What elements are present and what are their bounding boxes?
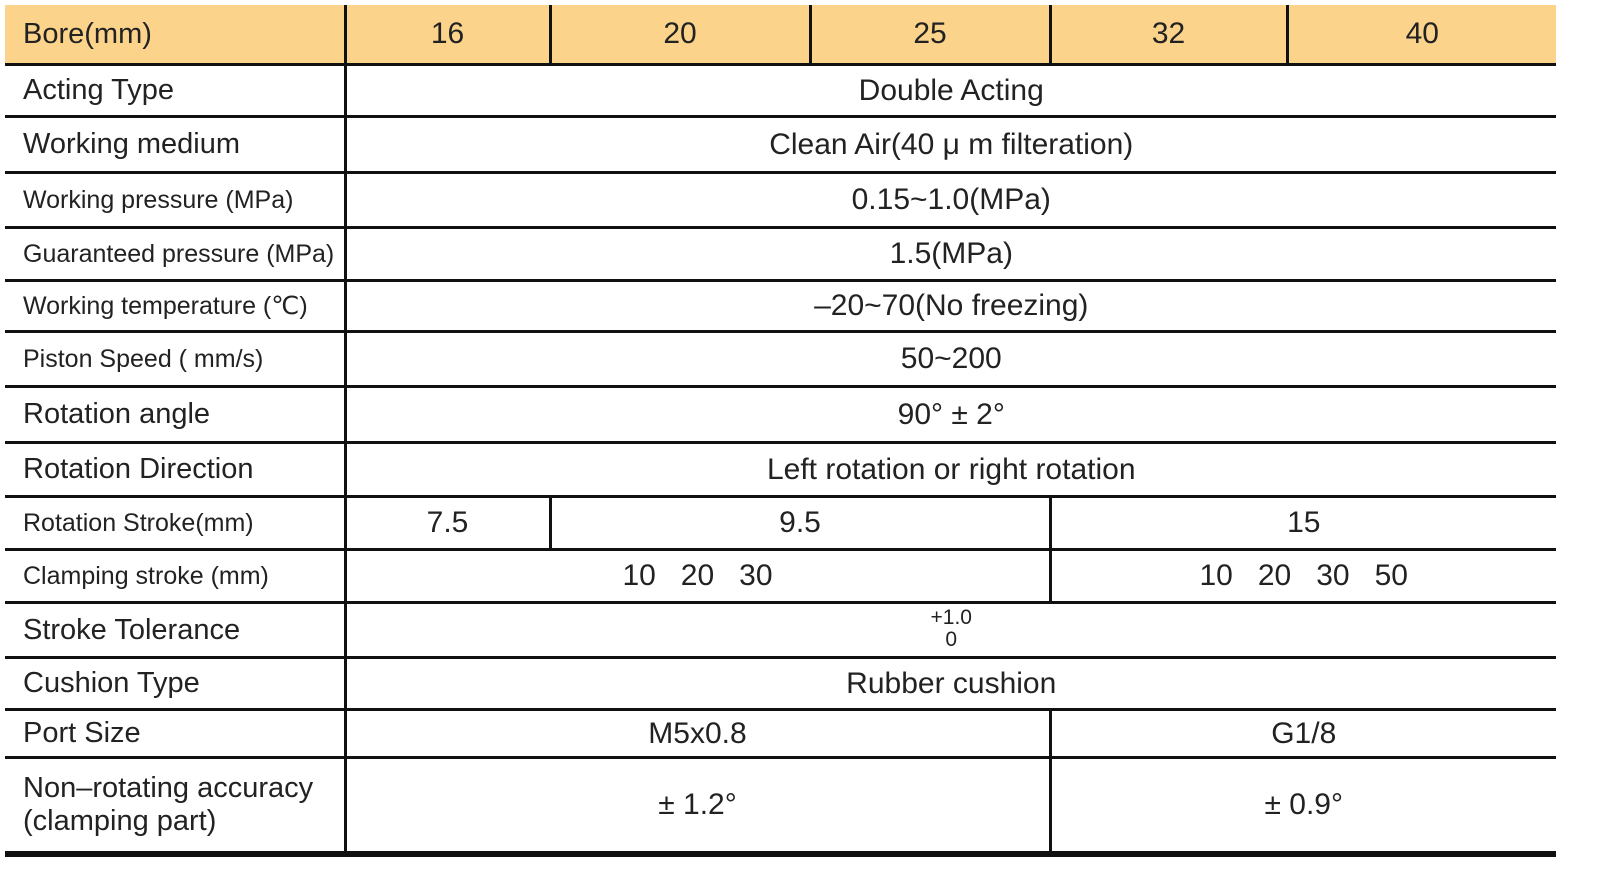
cell: Rubber cushion <box>345 656 1556 710</box>
cell: ± 1.2° <box>345 756 1050 857</box>
row: Clamping stroke (mm) 10 20 30 10 20 30 50 <box>5 548 1556 603</box>
row: Non–rotating accuracy (clamping part) ± 1.… <box>5 756 1556 857</box>
cell: 10 20 30 <box>345 548 1050 603</box>
tolerance-upper: +1.0 <box>930 605 972 629</box>
cell: –20~70(No freezing) <box>345 279 1556 332</box>
cell: 9.5 <box>548 495 1050 550</box>
row: Working temperature (℃) –20~70(No freezin… <box>5 279 1556 332</box>
row: Rotation Stroke(mm) 7.5 9.5 15 <box>5 495 1556 550</box>
row: Rotation angle 90° ± 2° <box>5 385 1556 443</box>
tolerance-lower: 0 <box>945 627 958 651</box>
cell: +1.0 0 <box>345 601 1556 658</box>
cell: 15 <box>1048 495 1556 550</box>
row-label: Rotation angle <box>5 385 347 443</box>
row: Piston Speed ( mm/s) 50~200 <box>5 330 1556 387</box>
header-label: Bore(mm) <box>5 5 345 65</box>
row-label: Port Size <box>5 708 347 758</box>
row: Rotation Direction Left rotation or right… <box>5 441 1556 497</box>
header-row: Bore(mm) 16 20 25 32 40 <box>5 5 1556 65</box>
cell: 7.5 <box>345 495 550 550</box>
cell: 90° ± 2° <box>345 385 1556 443</box>
row-label: Guaranteed pressure (MPa) <box>5 226 347 281</box>
bore: 20 <box>548 5 810 65</box>
row: Working pressure (MPa) 0.15~1.0(MPa) <box>5 171 1556 228</box>
row-label: Non–rotating accuracy (clamping part) <box>5 756 347 857</box>
row-label: Working temperature (℃) <box>5 279 347 332</box>
cell: 0.15~1.0(MPa) <box>345 171 1556 228</box>
bore: 32 <box>1048 5 1287 65</box>
bore: 40 <box>1285 5 1556 65</box>
cell: G1/8 <box>1048 708 1556 758</box>
row-label: Rotation Stroke(mm) <box>5 495 347 550</box>
tolerance: +1.0 0 <box>930 605 972 651</box>
row-label: Cushion Type <box>5 656 347 710</box>
bore: 16 <box>343 5 550 65</box>
row-label: Working medium <box>5 115 347 173</box>
row-label: Clamping stroke (mm) <box>5 548 347 603</box>
label-line: Non–rotating accuracy <box>23 771 314 804</box>
row: Working medium Clean Air(40 μ m filterati… <box>5 115 1556 173</box>
cell: M5x0.8 <box>345 708 1050 758</box>
row: Stroke Tolerance +1.0 0 <box>5 601 1556 658</box>
row-label: Stroke Tolerance <box>5 601 347 658</box>
row-label: Working pressure (MPa) <box>5 171 347 228</box>
row-label: Rotation Direction <box>5 441 347 497</box>
cell: 10 20 30 50 <box>1048 548 1556 603</box>
bore: 25 <box>808 5 1050 65</box>
row: Guaranteed pressure (MPa) 1.5(MPa) <box>5 226 1556 281</box>
cell: Double Acting <box>345 63 1556 117</box>
cell: ± 0.9° <box>1048 756 1556 857</box>
row-label: Piston Speed ( mm/s) <box>5 330 347 387</box>
cell: 1.5(MPa) <box>345 226 1556 281</box>
cell: Left rotation or right rotation <box>345 441 1556 497</box>
row: Port Size M5x0.8 G1/8 <box>5 708 1556 758</box>
row: Acting Type Double Acting <box>5 63 1556 117</box>
row-label: Acting Type <box>5 63 347 117</box>
row: Cushion Type Rubber cushion <box>5 656 1556 710</box>
cell: 50~200 <box>345 330 1556 387</box>
label-line: (clamping part) <box>23 804 217 837</box>
spec-table: Bore(mm) 16 20 25 32 40 Acting Type Doubl… <box>5 5 1556 857</box>
cell: Clean Air(40 μ m filteration) <box>345 115 1556 173</box>
